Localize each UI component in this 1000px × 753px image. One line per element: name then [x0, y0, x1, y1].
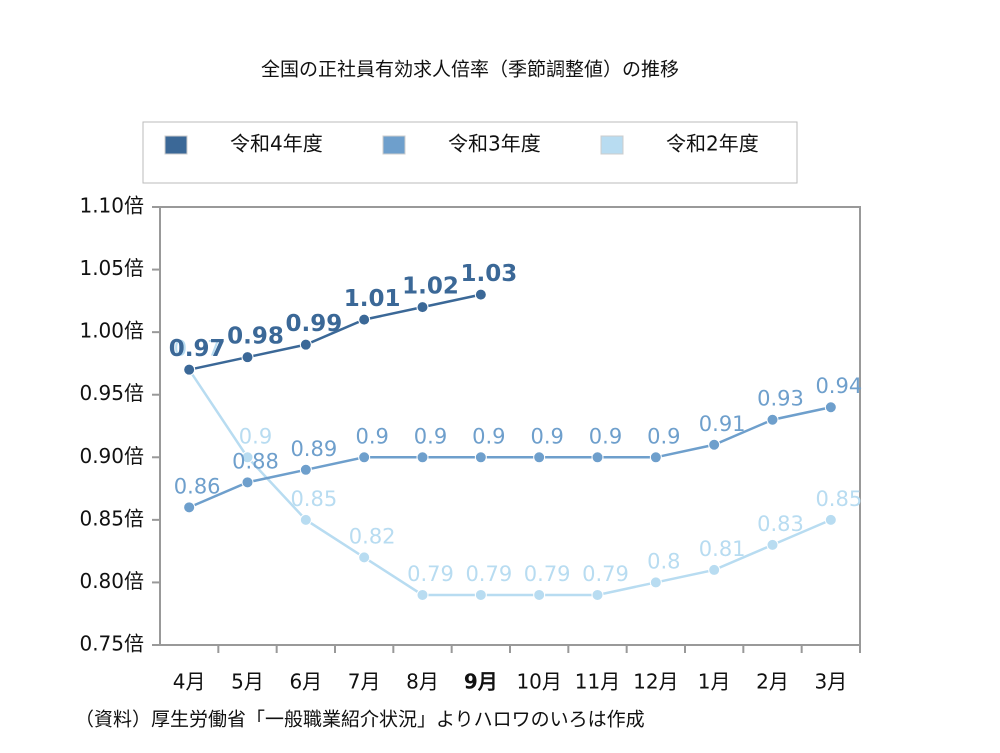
data-point — [649, 451, 662, 464]
data-label: 0.88 — [232, 449, 279, 473]
data-label: 0.85 — [815, 487, 862, 511]
data-point — [241, 351, 254, 364]
data-label: 0.8 — [647, 549, 680, 573]
data-label: 0.79 — [465, 562, 512, 586]
legend-swatch — [600, 135, 624, 155]
data-label: 0.9 — [414, 424, 447, 448]
y-tick-label: 1.10倍 — [79, 194, 144, 218]
data-point — [241, 476, 254, 489]
legend-label: 令和3年度 — [448, 132, 541, 156]
x-tick-label: 1月 — [698, 670, 731, 694]
data-point — [591, 451, 604, 464]
data-label: 0.99 — [285, 311, 342, 337]
x-tick-label: 9月 — [464, 670, 498, 694]
data-point — [183, 501, 196, 514]
x-tick-label: 4月 — [173, 670, 206, 694]
data-point — [299, 513, 312, 526]
data-point — [649, 576, 662, 589]
data-label: 0.86 — [174, 474, 221, 498]
x-tick-label: 11月 — [575, 670, 620, 694]
data-label: 0.79 — [407, 562, 454, 586]
data-point — [358, 551, 371, 564]
legend-box — [142, 121, 798, 184]
data-label: 0.9 — [647, 424, 680, 448]
data-label: 0.91 — [699, 412, 746, 436]
data-point — [766, 413, 779, 426]
data-label: 0.79 — [524, 562, 571, 586]
data-label: 0.85 — [290, 487, 337, 511]
y-tick-label: 0.90倍 — [79, 444, 144, 468]
legend-label: 令和4年度 — [230, 132, 323, 156]
y-tick-label: 0.75倍 — [79, 632, 144, 656]
data-point — [416, 588, 429, 601]
x-tick-label: 7月 — [348, 670, 381, 694]
data-label: 1.01 — [344, 286, 401, 312]
chart-title: 全国の正社員有効求人倍率（季節調整値）の推移 — [261, 59, 679, 81]
series-line — [188, 368, 832, 597]
data-label: 0.98 — [227, 324, 284, 350]
data-point — [708, 563, 721, 576]
y-tick-label: 1.00倍 — [79, 319, 144, 343]
data-label: 0.79 — [582, 562, 629, 586]
data-point — [416, 451, 429, 464]
x-tick-label: 6月 — [289, 670, 322, 694]
data-label: 0.94 — [815, 374, 862, 398]
data-point — [474, 451, 487, 464]
data-point — [183, 363, 196, 376]
data-label: 0.93 — [757, 387, 804, 411]
x-tick-label: 3月 — [814, 670, 847, 694]
data-label: 0.9 — [589, 424, 622, 448]
data-label: 0.89 — [290, 437, 337, 461]
source-note: （資料）厚生労働省「一般職業紹介状況」よりハロワのいろは作成 — [75, 709, 645, 731]
plot-frame — [159, 206, 861, 646]
legend-label: 令和2年度 — [666, 132, 759, 156]
data-point — [824, 513, 837, 526]
x-tick-label: 8月 — [406, 670, 439, 694]
data-point — [533, 451, 546, 464]
legend-swatch — [382, 135, 406, 155]
data-label: 0.9 — [472, 424, 505, 448]
series-line — [188, 293, 482, 371]
data-point — [299, 338, 312, 351]
y-tick-label: 1.05倍 — [79, 256, 144, 280]
data-point — [299, 463, 312, 476]
x-tick-label: 10月 — [516, 670, 561, 694]
data-label: 0.9 — [239, 424, 272, 448]
data-point — [358, 313, 371, 326]
data-point — [533, 588, 546, 601]
data-label: 0.82 — [349, 524, 396, 548]
data-label: 1.02 — [402, 274, 459, 300]
data-point — [358, 451, 371, 464]
data-point — [474, 288, 487, 301]
y-tick-label: 0.85倍 — [79, 506, 144, 530]
legend-swatch — [164, 135, 188, 155]
data-point — [824, 401, 837, 414]
data-point — [766, 538, 779, 551]
x-tick-label: 2月 — [756, 670, 789, 694]
x-tick-label: 12月 — [633, 670, 678, 694]
data-label: 1.03 — [460, 261, 517, 287]
data-point — [241, 451, 254, 464]
series-line — [188, 406, 832, 509]
data-label: 0.97 — [174, 337, 221, 361]
y-tick-label: 0.95倍 — [79, 381, 144, 405]
data-label: 0.97 — [169, 336, 226, 362]
data-label: 0.9 — [530, 424, 563, 448]
data-label: 0.9 — [355, 424, 388, 448]
data-label: 0.83 — [757, 512, 804, 536]
x-tick-label: 5月 — [231, 670, 264, 694]
data-point — [416, 301, 429, 314]
data-point — [708, 438, 721, 451]
y-tick-label: 0.80倍 — [79, 569, 144, 593]
data-point — [591, 588, 604, 601]
data-label: 0.81 — [699, 537, 746, 561]
data-point — [474, 588, 487, 601]
